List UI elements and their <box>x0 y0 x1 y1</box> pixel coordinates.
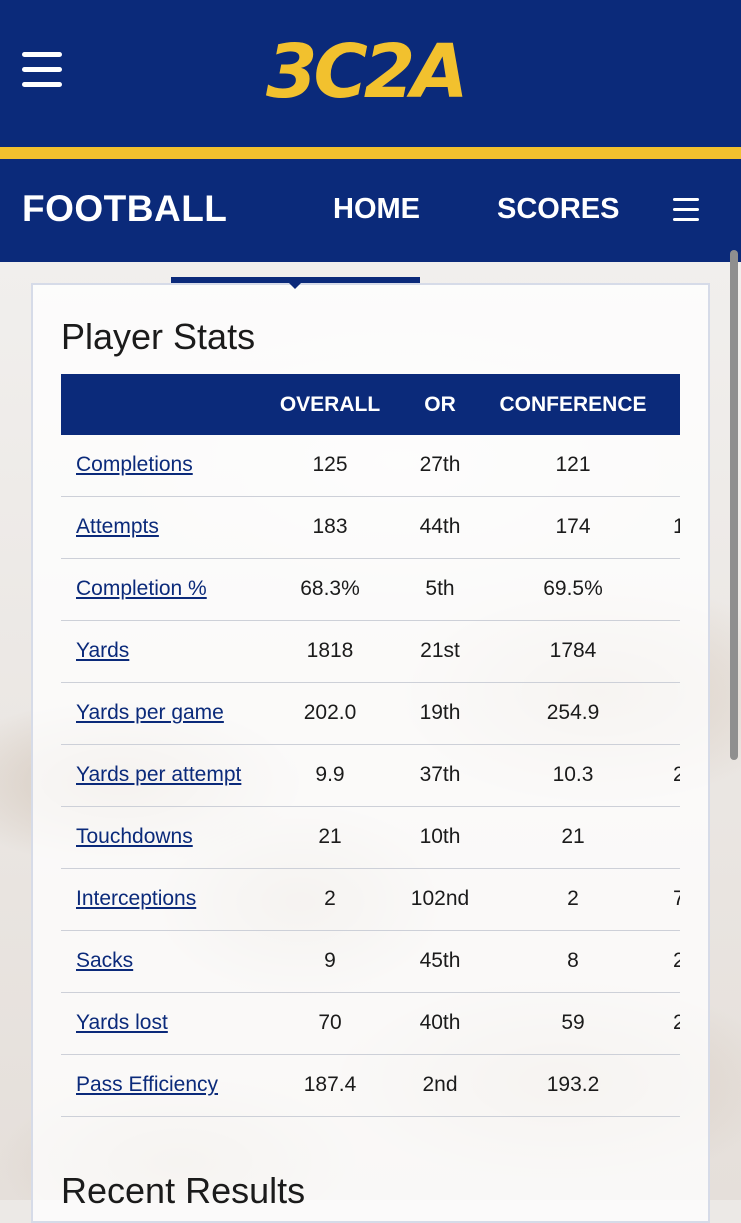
stat-link-interceptions[interactable]: Interceptions <box>76 887 197 910</box>
header-stripe <box>0 147 741 159</box>
sport-menu-icon[interactable] <box>673 198 699 222</box>
sport-nav-bar <box>0 159 741 262</box>
column-header-or: OR <box>424 393 456 416</box>
conference-value: 254.9 <box>546 701 600 724</box>
overall-value: 187.4 <box>303 1073 357 1096</box>
table-row: Yards per game 202.0 19th 254.9 <box>61 683 680 745</box>
or-rank: 37th <box>419 763 461 786</box>
table-row: Attempts 183 44th 174 1 <box>61 497 680 559</box>
page-scrollbar[interactable] <box>730 250 738 760</box>
extra-value <box>673 1055 680 1117</box>
conference-value: 193.2 <box>546 1073 600 1096</box>
section-title-recent-results: Recent Results <box>61 1170 306 1211</box>
table-header: OVERALL OR CONFERENCE <box>61 374 680 435</box>
overall-value: 21 <box>318 825 342 848</box>
extra-value <box>673 621 680 683</box>
stat-link-attempts[interactable]: Attempts <box>76 515 159 538</box>
or-rank: 45th <box>419 949 461 972</box>
active-tab-caret <box>288 282 302 289</box>
table-row: Completion % 68.3% 5th 69.5% <box>61 559 680 621</box>
extra-value <box>673 807 680 869</box>
conference-value: 121 <box>555 453 591 476</box>
stat-link-sacks[interactable]: Sacks <box>76 949 134 972</box>
stat-link-pass-efficiency[interactable]: Pass Efficiency <box>76 1073 219 1096</box>
overall-value: 9.9 <box>315 763 345 786</box>
nav-home-link[interactable]: HOME <box>333 193 420 225</box>
column-header-overall: OVERALL <box>279 393 381 416</box>
active-tab-indicator <box>171 277 420 283</box>
table-row: Touchdowns 21 10th 21 <box>61 807 680 869</box>
extra-value: 2 <box>673 1011 680 1034</box>
site-logo[interactable]: 3C2A <box>266 29 469 115</box>
stat-link-yards[interactable]: Yards <box>76 639 130 662</box>
stat-link-touchdowns[interactable]: Touchdowns <box>76 825 193 848</box>
or-rank: 102nd <box>410 887 470 910</box>
overall-value: 68.3% <box>300 577 360 600</box>
stat-link-completion-pct[interactable]: Completion % <box>76 577 207 600</box>
player-stats-table[interactable]: OVERALL OR CONFERENCE Completions 125 27… <box>61 374 680 1118</box>
table-row: Interceptions 2 102nd 2 7 <box>61 869 680 931</box>
or-rank: 5th <box>425 577 455 600</box>
conference-value: 59 <box>561 1011 585 1034</box>
stats-panel <box>31 283 710 1223</box>
or-rank: 44th <box>419 515 461 538</box>
overall-value: 183 <box>312 515 348 538</box>
table-row: Completions 125 27th 121 <box>61 435 680 497</box>
overall-value: 202.0 <box>303 701 357 724</box>
top-header: 3C2A <box>0 0 741 147</box>
conference-value: 8 <box>567 949 579 972</box>
conference-value: 1784 <box>549 639 597 662</box>
column-header-conference: CONFERENCE <box>499 393 647 416</box>
overall-value: 9 <box>324 949 336 972</box>
table-row: Sacks 9 45th 8 2 <box>61 931 680 993</box>
overall-value: 1818 <box>306 639 354 662</box>
conference-value: 21 <box>561 825 585 848</box>
or-rank: 27th <box>419 453 461 476</box>
sport-title: FOOTBALL <box>22 188 228 229</box>
extra-value <box>673 435 680 497</box>
table-row: Yards 1818 21st 1784 <box>61 621 680 683</box>
main-menu-icon[interactable] <box>22 52 62 88</box>
overall-value: 125 <box>312 453 348 476</box>
section-title-player-stats: Player Stats <box>61 316 256 357</box>
extra-value <box>673 559 680 621</box>
extra-value: 2 <box>673 949 680 972</box>
or-rank: 2nd <box>422 1073 458 1096</box>
conference-value: 69.5% <box>543 577 603 600</box>
table-row: Pass Efficiency 187.4 2nd 193.2 <box>61 1055 680 1117</box>
or-rank: 21st <box>420 639 460 662</box>
table-row: Yards per attempt 9.9 37th 10.3 2 <box>61 745 680 807</box>
conference-value: 10.3 <box>552 763 594 786</box>
table-row: Yards lost 70 40th 59 2 <box>61 993 680 1055</box>
stat-link-completions[interactable]: Completions <box>76 453 193 476</box>
stat-link-yards-per-game[interactable]: Yards per game <box>76 701 224 724</box>
stat-link-yards-lost[interactable]: Yards lost <box>76 1011 168 1034</box>
extra-value: 1 <box>673 515 680 538</box>
nav-scores-link[interactable]: SCORES <box>497 193 620 225</box>
overall-value: 2 <box>324 887 336 910</box>
stat-link-yards-per-attempt[interactable]: Yards per attempt <box>76 763 242 786</box>
extra-value: 7 <box>673 887 680 910</box>
or-rank: 40th <box>419 1011 461 1034</box>
overall-value: 70 <box>318 1011 342 1034</box>
or-rank: 10th <box>419 825 461 848</box>
extra-value: 2 <box>673 763 680 786</box>
conference-value: 174 <box>555 515 591 538</box>
or-rank: 19th <box>419 701 461 724</box>
conference-value: 2 <box>567 887 579 910</box>
extra-value <box>673 683 680 745</box>
